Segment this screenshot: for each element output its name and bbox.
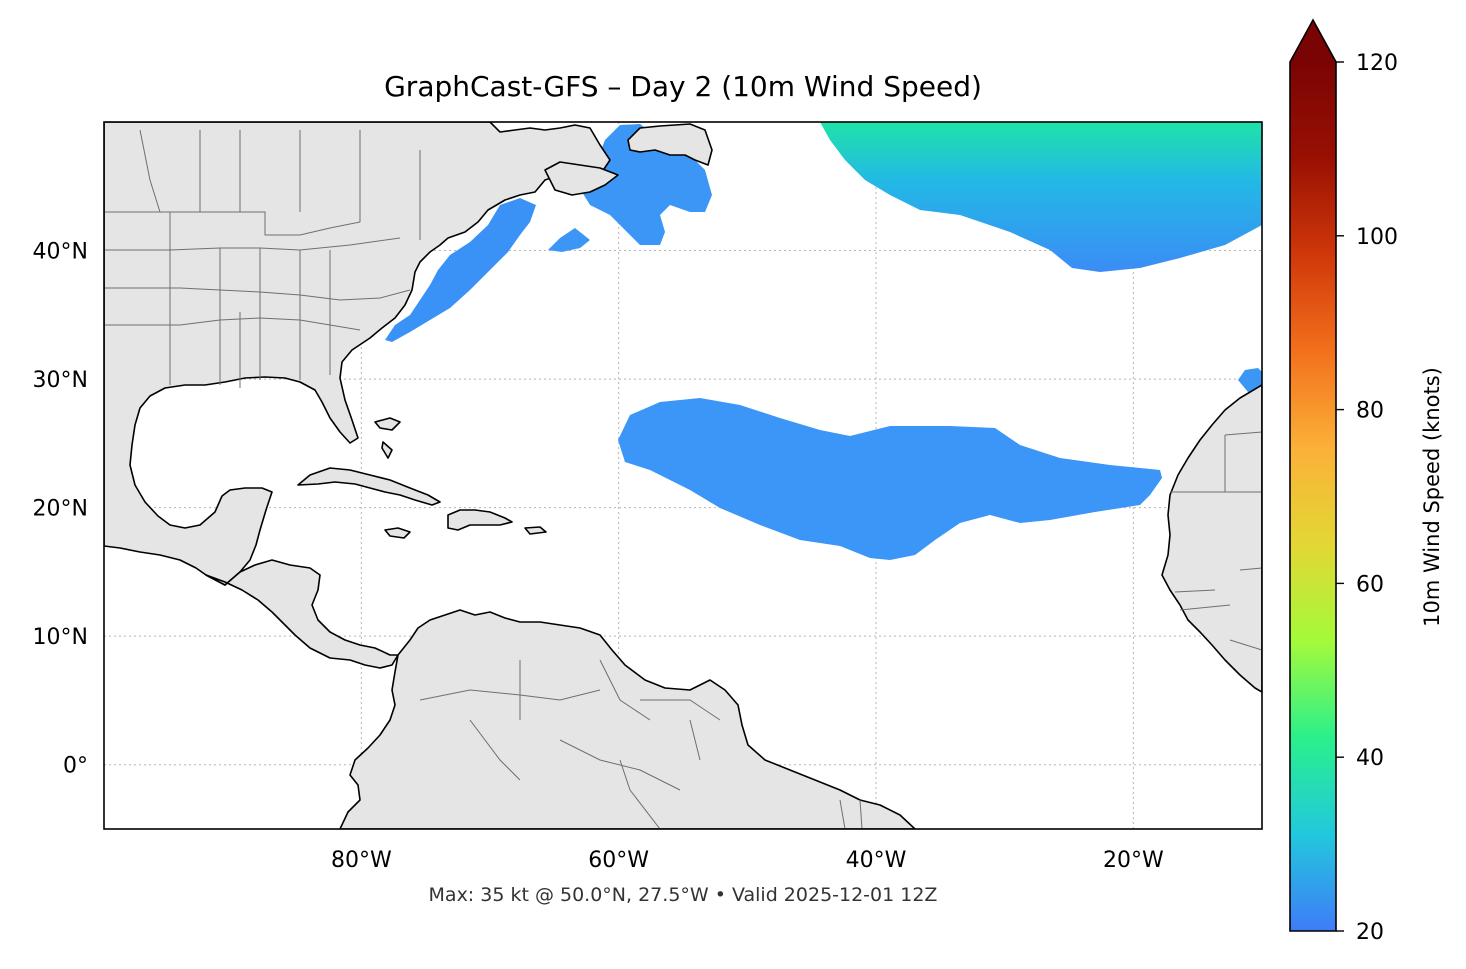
colorbar-gradient bbox=[1290, 62, 1336, 931]
puerto-rico bbox=[524, 526, 547, 535]
colorbar-tick-label: 80 bbox=[1356, 399, 1384, 424]
jamaica bbox=[384, 527, 411, 539]
map-border bbox=[103, 121, 1263, 830]
north-atlantic-high-wind bbox=[820, 122, 1262, 272]
colorbar-tick-label: 60 bbox=[1356, 572, 1384, 597]
lat-tick-label: 10°N bbox=[33, 625, 88, 650]
lat-tick-label: 20°N bbox=[33, 497, 88, 522]
cuba bbox=[297, 467, 441, 506]
lon-tick-label: 40°W bbox=[846, 848, 907, 873]
map-panel bbox=[104, 122, 1262, 829]
map-title: GraphCast-GFS – Day 2 (10m Wind Speed) bbox=[384, 70, 982, 103]
colorbar-tick-label: 120 bbox=[1356, 51, 1398, 76]
map-footer: Max: 35 kt @ 50.0°N, 27.5°W • Valid 2025… bbox=[428, 884, 938, 906]
small-wind-patch bbox=[548, 228, 590, 252]
wind-shading bbox=[385, 122, 1262, 560]
africa bbox=[1161, 384, 1262, 693]
lat-tick-label: 30°N bbox=[33, 368, 88, 393]
central-america bbox=[205, 559, 399, 669]
hispaniola bbox=[447, 509, 513, 531]
lon-tick-label: 80°W bbox=[331, 848, 392, 873]
africa-wind-patch bbox=[1238, 368, 1262, 392]
colorbar-tick-label: 40 bbox=[1356, 746, 1384, 771]
colorbar-label: 10m Wind Speed (knots) bbox=[1420, 367, 1444, 627]
newfoundland bbox=[627, 123, 713, 166]
south-america bbox=[339, 609, 916, 829]
colorbar-tick-label: 100 bbox=[1356, 225, 1398, 250]
us-east-coast-wind bbox=[385, 198, 536, 342]
lat-tick-label: 0° bbox=[63, 754, 88, 779]
lon-tick-label: 60°W bbox=[588, 848, 649, 873]
colorbar-ticks: 20 40 60 80 100 120 bbox=[1336, 51, 1398, 945]
lat-tick-label: 40°N bbox=[33, 240, 88, 265]
political-borders bbox=[104, 129, 1262, 829]
land bbox=[104, 122, 1262, 829]
latitude-axis: 40°N 30°N 20°N 10°N 0° bbox=[33, 240, 88, 779]
colorbar-outline bbox=[1289, 18, 1337, 932]
colorbar-extend-arrow bbox=[1290, 20, 1336, 62]
longitude-axis: 80°W 60°W 40°W 20°W bbox=[331, 848, 1164, 873]
colorbar: 20 40 60 80 100 120 bbox=[1289, 18, 1398, 945]
subtropical-wind-band bbox=[618, 398, 1162, 560]
nova-scotia bbox=[544, 161, 619, 196]
colorbar-tick-label: 20 bbox=[1356, 920, 1384, 945]
bahamas bbox=[374, 417, 401, 459]
lon-tick-label: 20°W bbox=[1103, 848, 1164, 873]
